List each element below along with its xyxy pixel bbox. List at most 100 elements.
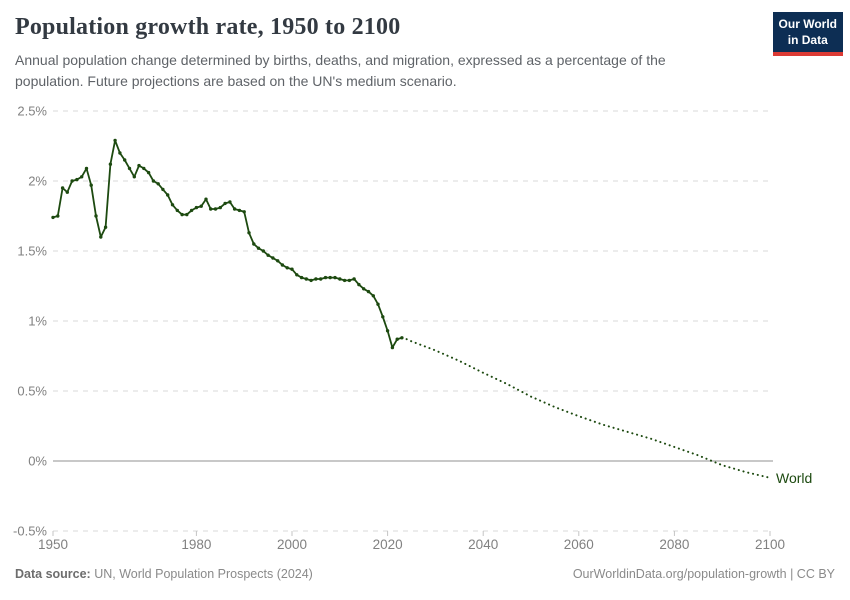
data-point[interactable]	[376, 302, 380, 306]
data-point[interactable]	[247, 231, 251, 235]
data-point[interactable]	[146, 170, 151, 175]
data-point[interactable]	[304, 277, 308, 281]
y-tick-label: 0%	[28, 454, 47, 469]
data-point[interactable]	[170, 203, 175, 207]
x-tick-label: 2020	[373, 537, 403, 552]
data-point[interactable]	[280, 263, 285, 267]
data-point[interactable]	[156, 182, 160, 186]
data-point[interactable]	[213, 207, 218, 211]
data-point[interactable]	[228, 200, 232, 204]
data-point[interactable]	[237, 208, 242, 213]
x-tick-label: 2100	[755, 537, 785, 552]
data-point[interactable]	[338, 277, 342, 281]
data-point[interactable]	[285, 266, 289, 270]
data-point[interactable]	[266, 253, 270, 257]
y-tick-label: 2.5%	[17, 104, 47, 119]
data-point[interactable]	[118, 151, 122, 155]
data-point[interactable]	[70, 179, 74, 183]
data-point[interactable]	[189, 208, 194, 213]
chart-subtitle: Annual population change determined by b…	[15, 52, 666, 89]
data-point[interactable]	[65, 190, 70, 194]
data-point[interactable]	[314, 277, 318, 281]
owid-logo[interactable]: Our World in Data	[772, 12, 843, 57]
data-point[interactable]	[194, 205, 199, 210]
data-point[interactable]	[371, 294, 375, 298]
credit-link[interactable]: OurWorldinData.org/population-growth | C…	[572, 567, 835, 581]
data-point[interactable]	[185, 212, 189, 217]
data-point[interactable]	[309, 278, 313, 283]
data-point[interactable]	[151, 179, 156, 183]
data-point[interactable]	[333, 275, 337, 280]
data-point[interactable]	[142, 166, 146, 171]
data-point[interactable]	[103, 225, 108, 229]
data-point[interactable]	[218, 205, 222, 210]
data-point[interactable]	[56, 214, 60, 218]
page-title: Population growth rate, 1950 to 2100	[15, 14, 401, 40]
data-point[interactable]	[84, 166, 89, 171]
data-point[interactable]	[256, 246, 261, 250]
data-point[interactable]	[366, 289, 371, 294]
data-source-value[interactable]: UN, World Population Prospects (2024)	[94, 567, 313, 581]
data-point[interactable]	[132, 175, 136, 179]
data-point[interactable]	[175, 208, 179, 213]
y-tick-label: 1%	[28, 314, 47, 329]
data-point[interactable]	[89, 183, 93, 187]
data-point[interactable]	[347, 278, 352, 283]
series-end-label: World	[776, 470, 812, 486]
y-tick-label: 0.5%	[17, 384, 47, 399]
y-tick-label: -0.5%	[13, 524, 47, 539]
x-tick-label: 2080	[659, 537, 689, 552]
data-point[interactable]	[395, 337, 399, 341]
chart-footer: Data source: UN, World Population Prospe…	[15, 567, 835, 581]
data-point[interactable]	[319, 277, 323, 281]
data-point[interactable]	[242, 210, 246, 214]
x-tick-label: 2000	[277, 537, 307, 552]
data-point[interactable]	[299, 275, 304, 280]
data-point[interactable]	[342, 278, 347, 283]
data-point[interactable]	[123, 158, 127, 162]
data-point[interactable]	[51, 215, 55, 220]
data-point[interactable]	[180, 212, 184, 217]
data-point[interactable]	[166, 193, 170, 197]
data-point[interactable]	[108, 162, 113, 166]
data-point[interactable]	[199, 204, 203, 208]
historic-line[interactable]	[52, 139, 403, 349]
data-point[interactable]	[204, 197, 208, 201]
data-point[interactable]	[127, 166, 132, 171]
data-point[interactable]	[381, 315, 385, 319]
owid-logo-line2: in Data	[787, 32, 828, 47]
data-point[interactable]	[99, 235, 103, 239]
data-point[interactable]	[323, 275, 328, 280]
data-point[interactable]	[357, 282, 361, 287]
data-point[interactable]	[276, 259, 280, 263]
data-point[interactable]	[137, 163, 141, 168]
data-point[interactable]	[209, 207, 213, 211]
data-point[interactable]	[94, 214, 98, 218]
projection-line[interactable]	[400, 336, 771, 479]
data-point[interactable]	[271, 256, 275, 260]
data-point[interactable]	[113, 138, 117, 143]
data-point[interactable]	[232, 207, 237, 211]
data-point[interactable]	[60, 186, 65, 190]
data-point[interactable]	[290, 267, 294, 271]
data-source-label: Data source:	[15, 567, 91, 581]
data-point[interactable]	[252, 242, 256, 246]
y-tick-label: 1.5%	[17, 244, 47, 259]
x-tick-label: 1980	[181, 537, 211, 552]
data-point[interactable]	[385, 329, 390, 333]
data-point[interactable]	[80, 175, 84, 179]
data-point[interactable]	[400, 336, 404, 340]
data-point[interactable]	[75, 177, 79, 182]
data-point[interactable]	[328, 275, 332, 280]
owid-logo-line1: Our World	[778, 17, 837, 31]
data-point[interactable]	[352, 277, 356, 281]
data-point[interactable]	[390, 345, 395, 350]
x-tick-label: 2060	[564, 537, 594, 552]
data-point[interactable]	[295, 273, 299, 277]
data-point[interactable]	[261, 249, 265, 253]
data-point[interactable]	[223, 201, 227, 206]
data-point[interactable]	[362, 287, 366, 291]
data-point[interactable]	[161, 187, 165, 192]
chart-header: Population growth rate, 1950 to 2100 Ann…	[15, 14, 760, 92]
